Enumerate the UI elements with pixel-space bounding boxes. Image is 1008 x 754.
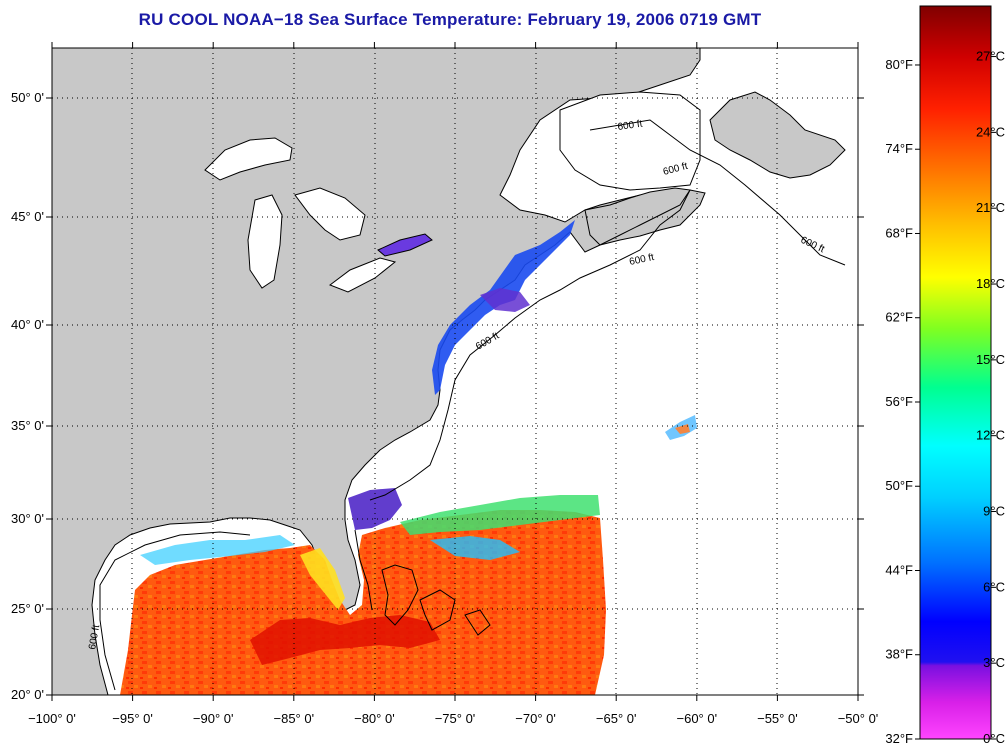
- cb-c-label-1: 24°C: [976, 124, 1005, 139]
- sst-coastal-cold-band: [432, 220, 575, 395]
- contour-label-6: 600 ft: [87, 624, 102, 651]
- lon-label-3: −85° 0': [274, 711, 315, 726]
- lat-label-3: 35° 0': [11, 418, 44, 433]
- cb-c-label-5: 12°C: [976, 428, 1005, 443]
- cb-f-label-6: 44°F: [885, 562, 913, 577]
- lat-label-0: 50° 0': [11, 90, 44, 105]
- lat-label-2: 40° 0': [11, 317, 44, 332]
- latitude-axis: 50° 0' 45° 0' 40° 0' 35° 0' 30° 0' 25° 0' 20° …: [11, 90, 864, 702]
- lat-label-5: 25° 0': [11, 601, 44, 616]
- map-title: RU COOL NOAA−18 Sea Surface Temperature:…: [138, 10, 762, 29]
- cb-c-label-3: 18°C: [976, 276, 1005, 291]
- lon-label-1: −95° 0': [112, 711, 153, 726]
- cb-c-label-2: 21°C: [976, 200, 1005, 215]
- sst-gulf-of-maine-patch: [480, 288, 530, 312]
- lon-label-9: −55° 0': [757, 711, 798, 726]
- sst-yellow-shelf: [300, 548, 345, 610]
- cb-c-label-4: 15°C: [976, 352, 1005, 367]
- cb-c-label-8: 3°C: [983, 655, 1005, 670]
- cb-f-label-2: 68°F: [885, 225, 913, 240]
- lon-label-0: −100° 0': [28, 711, 76, 726]
- lake-ontario: [377, 233, 433, 257]
- cb-f-label-8: 32°F: [885, 731, 913, 746]
- lon-label-2: −90° 0': [193, 711, 234, 726]
- contour-label-1: 600 ft: [617, 119, 644, 133]
- lon-label-6: −70° 0': [515, 711, 556, 726]
- gulf-st-lawrence: [559, 91, 701, 191]
- lake-michigan: [247, 194, 283, 289]
- sst-scatter-patch-2: [675, 424, 690, 434]
- longitude-axis: −100° 0' −95° 0' −90° 0' −85° 0' −80° 0' −75°…: [28, 42, 878, 726]
- cb-f-label-0: 80°F: [885, 57, 913, 72]
- cb-f-label-1: 74°F: [885, 141, 913, 156]
- lat-label-6: 20° 0': [11, 687, 44, 702]
- colorbar-fahrenheit-axis: 80°F 74°F 68°F 62°F 56°F 50°F 44°F 38°F 32°F: [885, 57, 920, 746]
- lake-huron: [294, 187, 366, 241]
- lake-erie: [328, 257, 397, 293]
- colorbar-ramp: [919, 5, 992, 740]
- lat-label-1: 45° 0': [11, 209, 44, 224]
- lake-superior: [204, 137, 293, 181]
- cb-f-label-3: 62°F: [885, 310, 913, 325]
- lon-label-8: −60° 0': [677, 711, 718, 726]
- colorbar-celsius-axis: 27°C 24°C 21°C 18°C 15°C 12°C 9°C 6°C 3°C 0°C: [976, 49, 1005, 746]
- sst-georgia-bight-patch: [348, 488, 402, 530]
- bahamas-banks: [381, 564, 491, 636]
- cb-f-label-5: 50°F: [885, 478, 913, 493]
- cb-c-label-6: 9°C: [983, 504, 1005, 519]
- sst-north-wall-green: [400, 495, 600, 535]
- lon-label-10: −50° 0': [838, 711, 879, 726]
- isobath-600ft: [99, 119, 846, 691]
- lon-label-4: −80° 0': [354, 711, 395, 726]
- land-newfoundland: [709, 91, 846, 179]
- lon-label-7: −65° 0': [596, 711, 637, 726]
- contour-label-4: 600 ft: [628, 252, 655, 268]
- sst-north-wall-cyan: [430, 536, 520, 560]
- lat-label-4: 30° 0': [11, 511, 44, 526]
- lon-label-5: −75° 0': [435, 711, 476, 726]
- map-layers: 600 ft 600 ft 600 ft 600 ft 600 ft 600 f…: [52, 48, 858, 695]
- cb-c-label-7: 6°C: [983, 579, 1005, 594]
- cb-f-label-4: 56°F: [885, 394, 913, 409]
- cb-c-label-0: 27°C: [976, 49, 1005, 64]
- cb-c-label-9: 0°C: [983, 731, 1005, 746]
- sst-florida-current: [250, 615, 440, 665]
- cb-f-label-7: 38°F: [885, 647, 913, 662]
- sst-gulf-upper-cyan: [140, 535, 295, 565]
